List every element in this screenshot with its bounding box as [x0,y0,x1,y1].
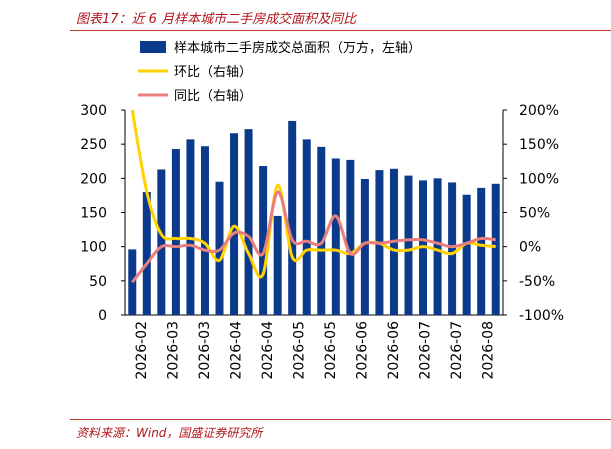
area-bar [244,129,253,315]
area-bar [302,139,311,315]
left-tick-label: 50 [89,274,107,290]
area-bar [171,148,180,315]
x-tick-label: 2026-07 [449,321,465,380]
x-tick-label: 2026-04 [228,321,244,380]
area-bar [477,187,486,315]
area-bar [157,169,166,315]
x-tick-label: 2026-05 [291,321,307,380]
area-bar [433,178,442,315]
line-series [130,109,496,284]
area-bar [491,183,500,315]
area-bar [360,179,369,315]
left-axis-ticks: 0 50 100 150 200 250 300 [80,103,125,324]
x-tick-label: 2026-08 [480,321,496,380]
area-bar [462,194,471,315]
area-bar [142,192,151,315]
area-bar [317,146,326,315]
legend: 样本城市二手房成交总面积（万方，左轴） 环比（右轴） 同比（右轴） [138,40,421,104]
left-tick-label: 100 [80,240,107,256]
area-bar [288,120,297,315]
bar-series [128,120,500,315]
bottom-rule [70,419,611,420]
area-bar [404,175,413,315]
area-bar [331,158,340,315]
x-axis-ticks: 2026-02 2026-03 2026-03 2026-04 2026-04 2026-… [134,321,497,380]
x-tick-label: 2026-02 [134,321,150,380]
left-tick-label: 150 [80,206,107,222]
right-tick-label: 50% [519,206,550,222]
x-tick-label: 2026-03 [165,321,181,380]
source-note: 资料来源：Wind，国盛证券研究所 [76,426,263,440]
left-tick-label: 0 [98,308,107,324]
area-bar [448,182,457,315]
right-axis-ticks: -100% -50% 0% 50% 100% 150% 200% [503,103,564,324]
left-tick-label: 250 [80,137,107,153]
legend-mom-item: 环比（右轴） [174,65,252,80]
right-tick-label: -100% [519,308,564,324]
legend-bar-item: 样本城市二手房成交总面积（万方，左轴） [174,40,421,56]
area-bar [346,159,355,315]
right-tick-label: 0% [519,240,541,256]
x-tick-label: 2026-03 [197,321,213,380]
area-bar [200,146,209,315]
x-tick-label: 2026-05 [323,321,339,380]
right-tick-label: 100% [519,171,559,187]
legend-swatch-bar [140,41,166,53]
area-bar [186,139,195,315]
mom-line [130,109,496,279]
x-tick-label: 2026-04 [260,321,276,380]
figure-title: 图表17：近 6 月样本城市二手房成交面积及同比 [76,12,357,27]
yoy-line [131,190,496,284]
area-bar [273,215,282,315]
area-bar [259,166,268,315]
x-tick-label: 2026-06 [386,321,402,380]
x-tick-label: 2026-06 [354,321,370,380]
left-tick-label: 200 [80,171,107,187]
right-tick-label: -50% [519,274,555,290]
left-tick-label: 300 [80,103,107,119]
top-rule [70,30,611,31]
x-tick-label: 2026-07 [417,321,433,380]
legend-yoy-item: 同比（右轴） [174,89,252,104]
plot-frame [124,110,504,316]
right-tick-label: 150% [519,137,559,153]
area-bar [230,133,239,315]
right-tick-label: 200% [519,103,559,119]
